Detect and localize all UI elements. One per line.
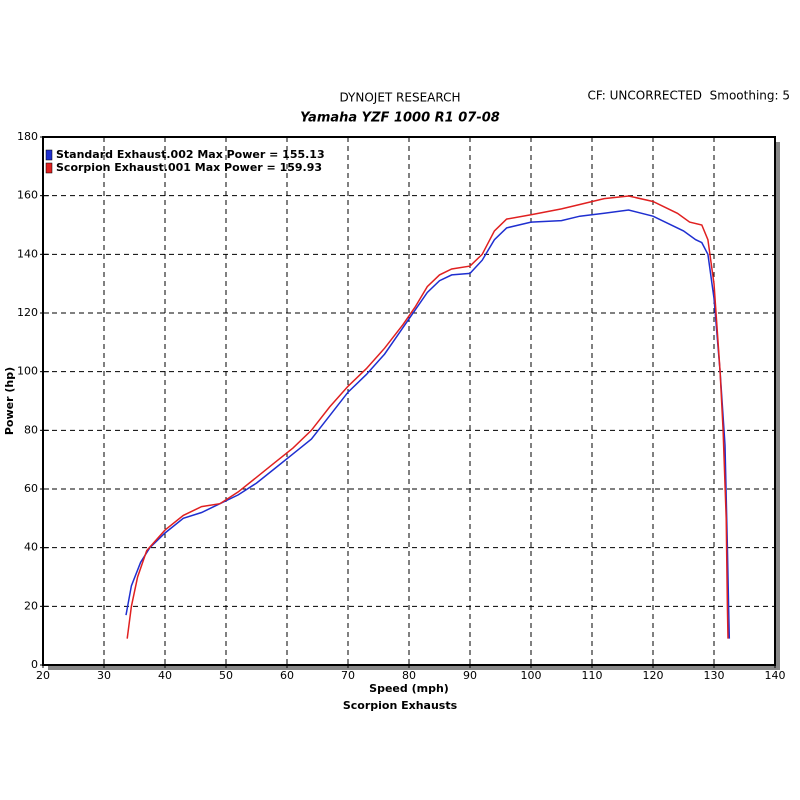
legend-swatch <box>45 162 53 174</box>
y-tick-label: 140 <box>17 247 38 260</box>
series-line <box>126 195 729 639</box>
legend-label: Standard Exhaust.002 Max Power = 155.13 <box>56 148 325 161</box>
x-tick-label: 60 <box>280 669 294 682</box>
x-tick-label: 130 <box>704 669 725 682</box>
annotation: CF: UNCORRECTED Smoothing: 5 <box>587 89 790 103</box>
chart-title: DYNOJET RESEARCH <box>339 91 460 105</box>
x-tick-label: 30 <box>97 669 111 682</box>
x-tick-label: 110 <box>582 669 603 682</box>
x-tick-label: 100 <box>521 669 542 682</box>
series-line <box>125 209 731 639</box>
y-tick-label: 40 <box>24 541 38 554</box>
y-tick-label: 60 <box>24 482 38 495</box>
x-tick-label: 70 <box>341 669 355 682</box>
x-tick-label: 80 <box>402 669 416 682</box>
y-tick-label: 0 <box>31 658 38 671</box>
x-tick-label: 20 <box>36 669 50 682</box>
legend-label: Scorpion Exhaust.001 Max Power = 159.93 <box>56 161 322 174</box>
x-tick-label: 90 <box>463 669 477 682</box>
y-tick-label: 180 <box>17 130 38 143</box>
y-tick-label: 160 <box>17 189 38 202</box>
y-tick-label: 100 <box>17 365 38 378</box>
x-tick-label: 50 <box>219 669 233 682</box>
chart-subtitle: Yamaha YZF 1000 R1 07-08 <box>300 111 500 126</box>
x-tick-label: 40 <box>158 669 172 682</box>
x-tick-label: 120 <box>643 669 664 682</box>
y-tick-label: 20 <box>24 599 38 612</box>
y-tick-label: 120 <box>17 306 38 319</box>
y-axis-label: Power (hp) <box>3 367 16 435</box>
y-tick-label: 80 <box>24 423 38 436</box>
footer: Scorpion Exhausts <box>343 699 458 712</box>
x-tick-label: 140 <box>765 669 786 682</box>
legend-swatch <box>45 149 53 161</box>
x-axis-label: Speed (mph) <box>369 682 449 695</box>
